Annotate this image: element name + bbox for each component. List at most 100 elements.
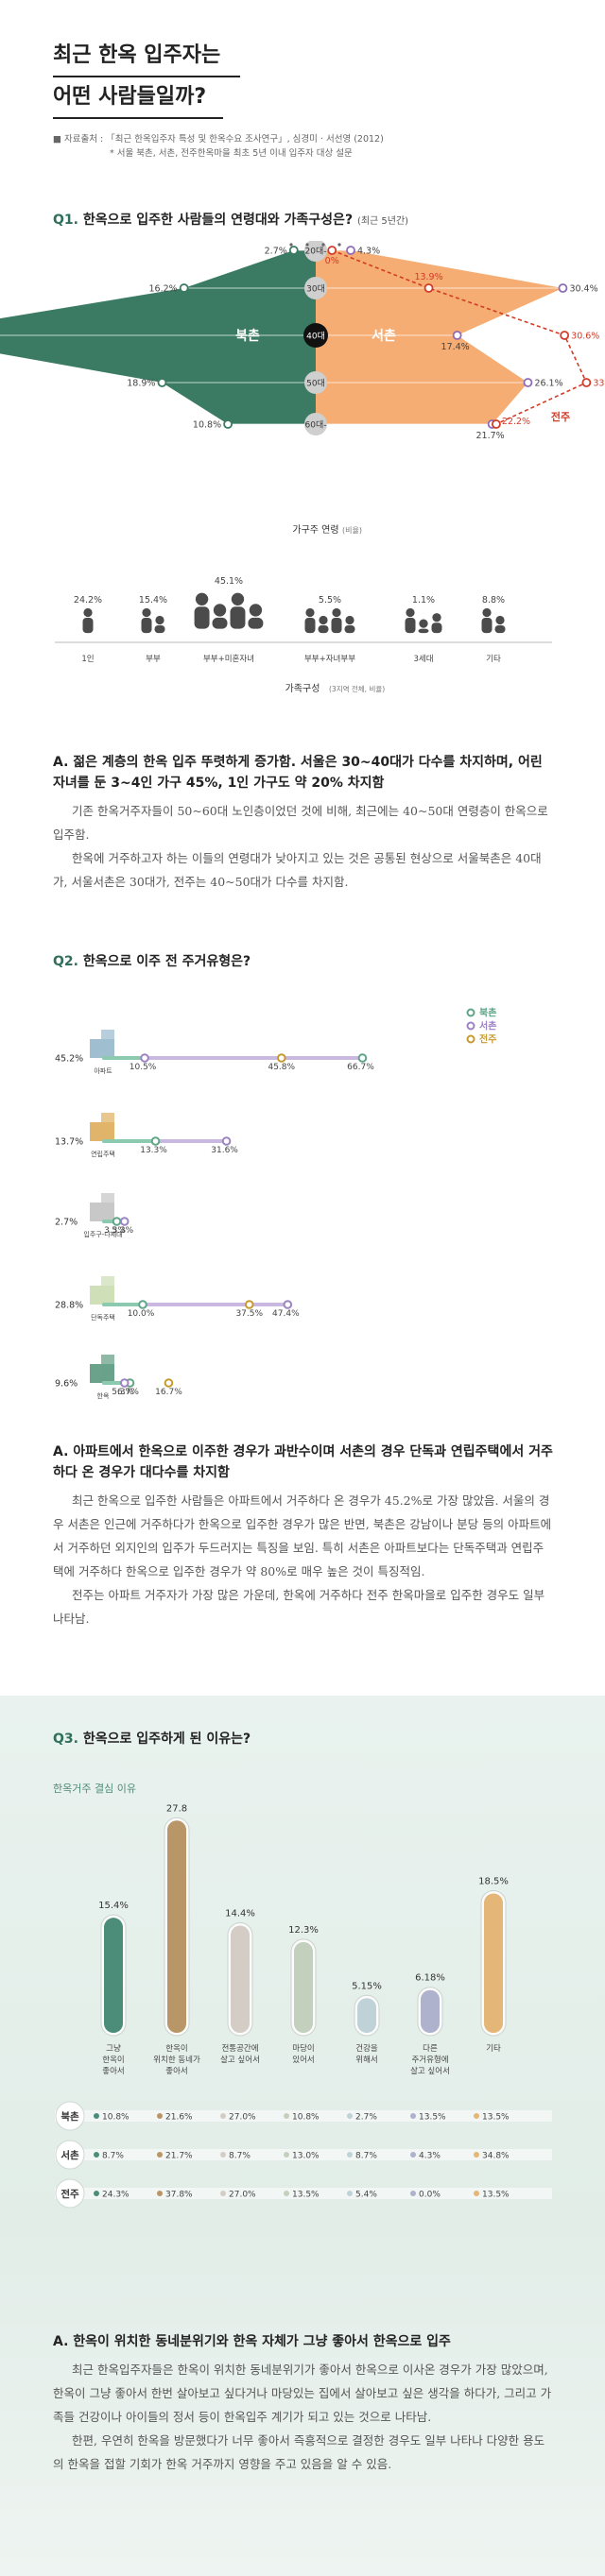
q1-heading: Q1. 한옥으로 입주한 사람들의 연령대와 가족구성은? (최근 5년간): [53, 210, 408, 229]
region-row-value: 8.7%: [229, 2152, 251, 2161]
region-row-value: 2.7%: [355, 2113, 377, 2123]
age-node: [304, 277, 327, 299]
region-row-value: 13.5%: [482, 2191, 510, 2200]
housing-icon-part: [101, 1193, 114, 1221]
page-title-line2: 어떤 사람들일까?: [53, 85, 207, 109]
reason-category: 살고 싶어서: [410, 2066, 450, 2076]
reason-value: 27.8: [166, 1803, 187, 1814]
region-row-value: 10.8%: [292, 2113, 320, 2123]
reason-category: 좋아서: [102, 2066, 124, 2076]
region-row-dot: [474, 2191, 479, 2196]
family-person-body: [331, 618, 342, 634]
family-person-body: [431, 623, 442, 634]
region-row-value: 4.3%: [419, 2152, 441, 2161]
jeonju-point: [327, 246, 337, 255]
family-chart-xlabel-note: (3지역 전체, 비율): [329, 684, 385, 693]
housing-value: 37.5%: [235, 1309, 263, 1319]
seochon-point: [523, 378, 533, 387]
jeonju-point: [276, 1053, 286, 1063]
family-person-head: [231, 592, 245, 606]
family-chart-xlabel: 가족구성: [285, 683, 320, 694]
seochon-value: 26.1%: [534, 379, 562, 389]
age-category-label: 40대: [306, 332, 325, 342]
family-person-body: [141, 618, 152, 634]
seochon-point: [119, 1217, 130, 1226]
housing-icon-part: [101, 1355, 114, 1383]
housing-value: 6.7%: [117, 1388, 139, 1397]
family-person-head: [195, 592, 209, 606]
age-node: [304, 371, 327, 394]
family-person-body: [230, 606, 246, 629]
reason-category: 다른: [423, 2044, 438, 2054]
family-person-head: [432, 613, 441, 623]
q1-answer-heading: A. 젊은 계층의 한옥 입주 뚜렷하게 증가함. 서울은 30~40대가 다수…: [53, 755, 543, 791]
region-row-dot: [284, 2191, 289, 2196]
region-row-dot: [157, 2113, 163, 2119]
q2-answer-heading: A. 아파트에서 한옥으로 이주한 경우가 과반수이며 서촌의 경우 단독과 연…: [53, 1444, 553, 1480]
region-row-dot: [410, 2152, 416, 2158]
reason-category: 그냥: [106, 2044, 121, 2054]
housing-value: 31.6%: [211, 1146, 238, 1155]
region-row-dot: [284, 2152, 289, 2158]
region-row-dot: [410, 2113, 416, 2119]
region-row-dot: [94, 2191, 99, 2196]
family-person-head: [345, 615, 354, 625]
q3-number: Q3.: [53, 1732, 78, 1747]
q2-title: 한옥으로 이주 전 주거유형은?: [82, 954, 251, 969]
family-person-body: [248, 617, 264, 629]
seochon-point: [283, 1300, 293, 1309]
jeonju-name: 전주: [551, 410, 570, 423]
title-underline-1: [53, 76, 240, 77]
housing-category: 연립주택: [91, 1150, 115, 1158]
family-person-body: [212, 617, 228, 629]
region-row-dot: [157, 2152, 163, 2158]
family-category: 기타: [486, 655, 501, 664]
region-row-badge: [55, 2178, 85, 2209]
q1-title: 한옥으로 입주한 사람들의 연령대와 가족구성은?: [82, 213, 354, 228]
reason-category: 기타: [486, 2044, 501, 2054]
age-category-label: 20대-: [305, 247, 327, 257]
region-row-value: 34.8%: [482, 2152, 510, 2161]
family-person-body: [494, 625, 506, 634]
region-row-value: 27.0%: [229, 2191, 256, 2200]
housing-total: 45.2%: [55, 1054, 83, 1065]
bukchon-point: [157, 378, 167, 387]
family-person-head: [213, 604, 227, 617]
reason-category: 한옥이: [102, 2055, 124, 2065]
region-row-value: 13.0%: [292, 2152, 320, 2161]
reason-category: 전통공간에: [221, 2043, 258, 2054]
region-row-value: 21.7%: [165, 2152, 193, 2161]
housing-value: 10.5%: [130, 1063, 157, 1072]
family-category: 부부: [146, 655, 161, 664]
seochon-point: [119, 1378, 130, 1388]
age-node: [304, 241, 327, 262]
region-row-badge: [55, 2101, 85, 2131]
family-value: 5.5%: [319, 595, 341, 606]
bukchon-value: 18.9%: [127, 379, 155, 389]
bukchon-point: [150, 1136, 161, 1146]
reason-value: 12.3%: [288, 1925, 319, 1936]
title-underline-2: [53, 117, 223, 119]
region-row-value: 10.8%: [102, 2113, 130, 2123]
family-person-body: [82, 618, 94, 634]
region-row-dot: [474, 2113, 479, 2119]
q3-answer-p2: 한편, 우연히 한옥을 방문했다가 너무 좋아서 즉흥적으로 결정한 경우도 일…: [53, 2433, 545, 2471]
reason-value: 15.4%: [98, 1901, 129, 1911]
housing-total: 2.7%: [55, 1218, 78, 1228]
jeonju-point: [581, 378, 592, 387]
region-row-dot: [347, 2152, 353, 2158]
reason-bar: [357, 1998, 376, 2033]
housing-total: 13.7%: [55, 1137, 83, 1148]
source-block: ■ 자료출처 : 「최근 한옥입주자 특성 및 한옥수요 조사연구」, 심경미 …: [53, 132, 384, 161]
region-row-dot: [347, 2191, 353, 2196]
family-person-head: [406, 607, 415, 618]
region-row-value: 8.7%: [102, 2152, 124, 2161]
family-category: 부부+자녀부부: [304, 655, 355, 664]
reason-category: 있어서: [292, 2055, 314, 2065]
region-row-dot: [474, 2152, 479, 2158]
region-row-dot: [220, 2113, 226, 2119]
region-row-value: 21.6%: [165, 2113, 193, 2123]
family-person-body: [344, 625, 355, 634]
housing-value: 3.3%: [104, 1226, 126, 1236]
